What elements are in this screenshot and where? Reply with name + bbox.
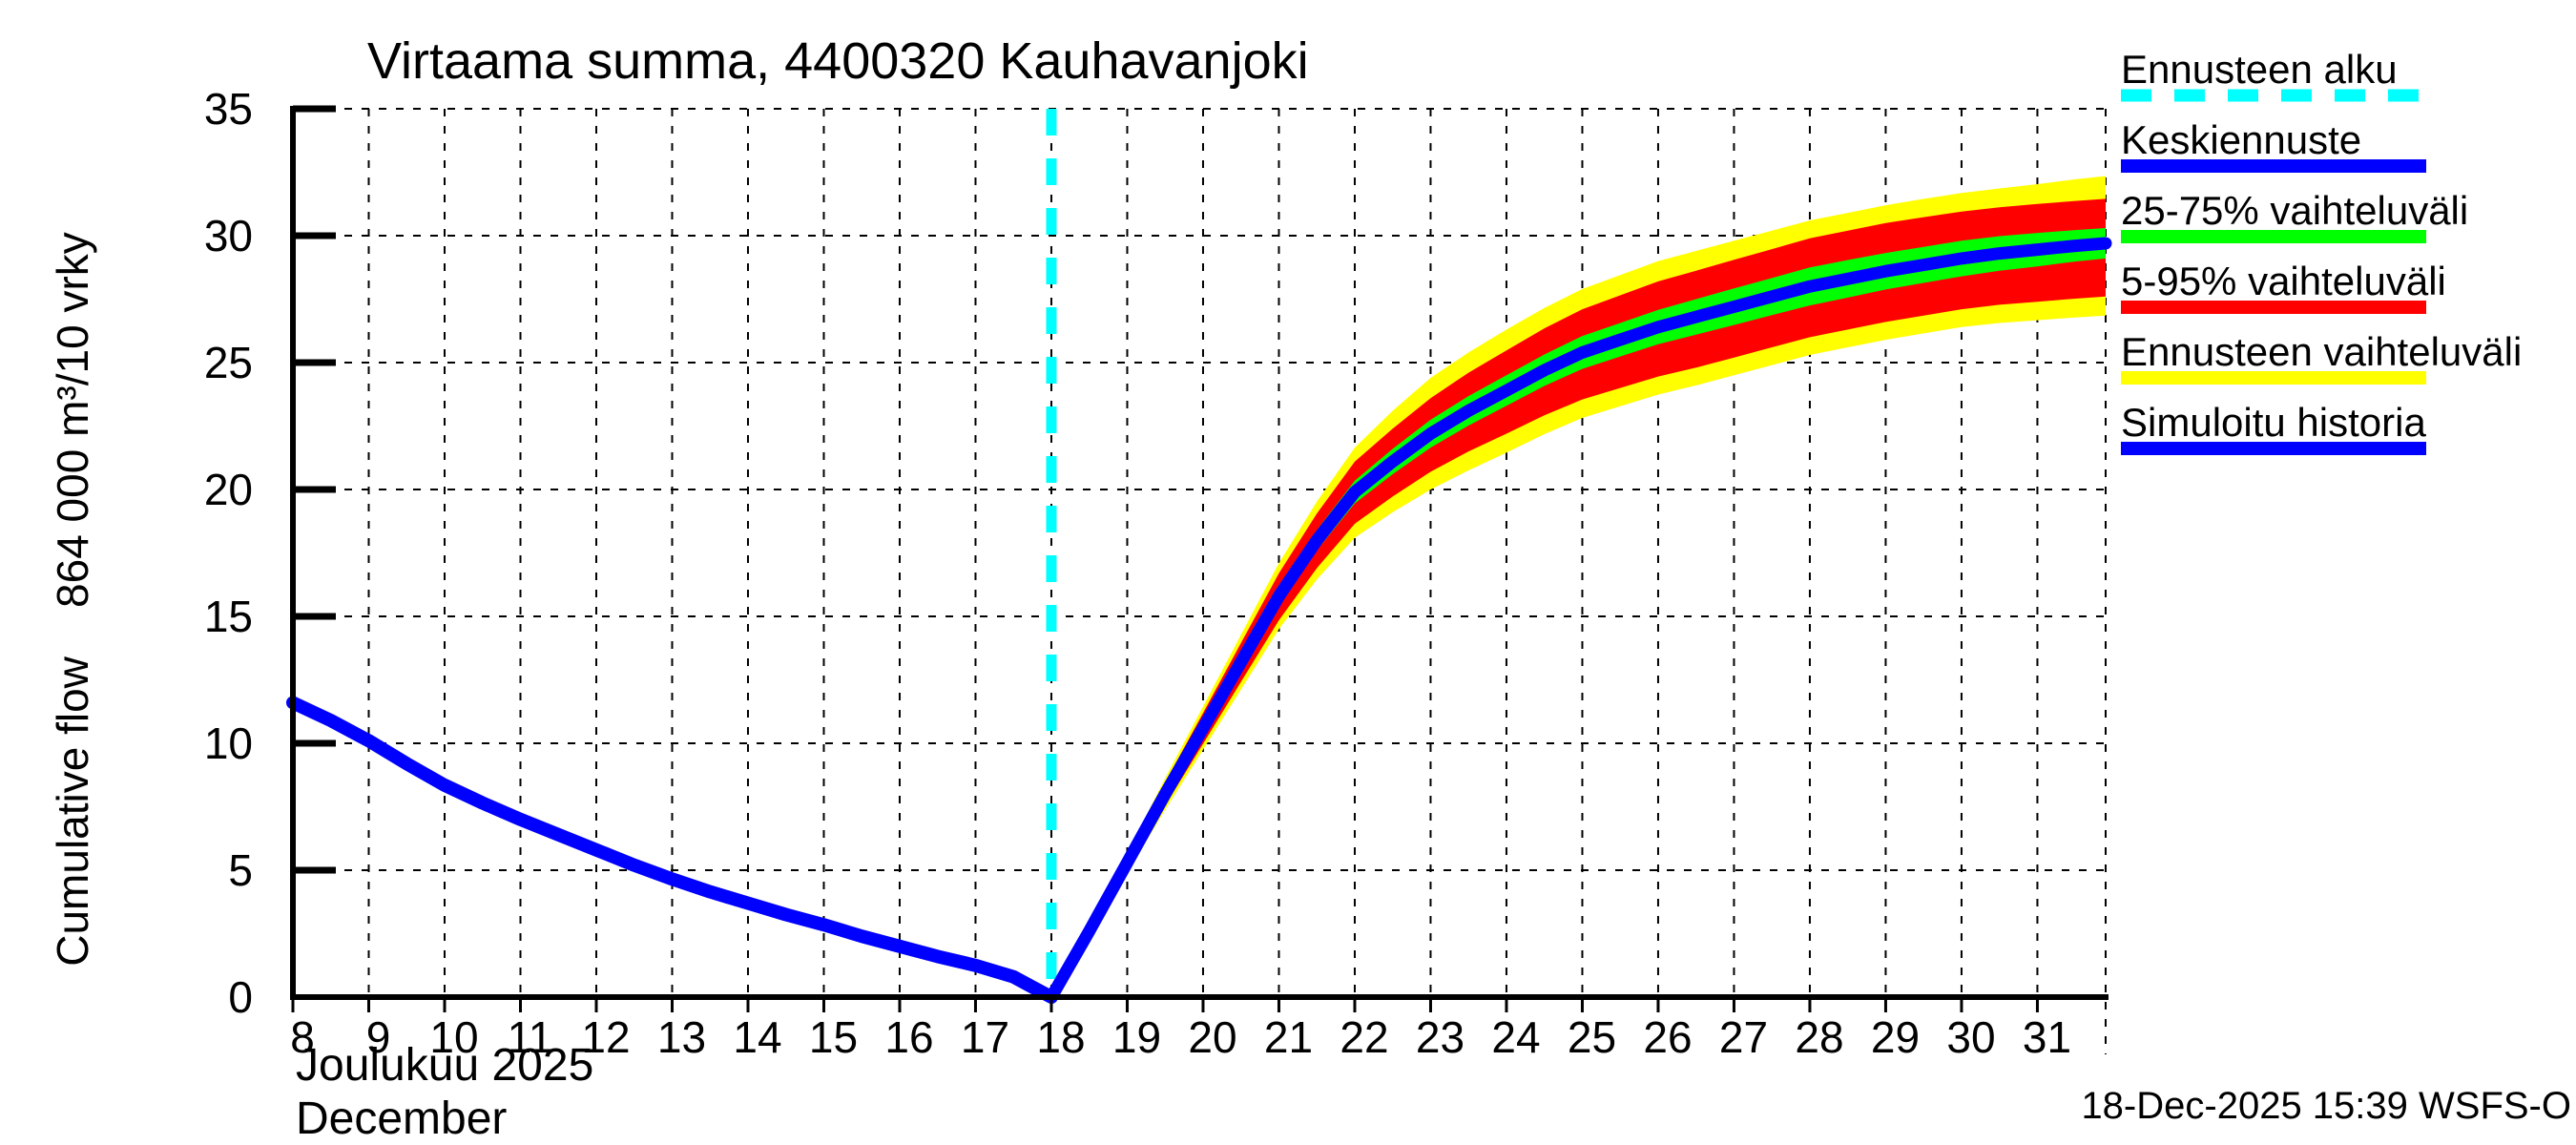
x-tick-label-15: 15 <box>809 1012 858 1062</box>
x-tick-label-29: 29 <box>1871 1012 1920 1062</box>
legend: Ennusteen alku Keskiennuste 25-75% vaiht… <box>2121 47 2522 455</box>
legend-item-5-95: 5-95% vaihteluväli <box>2121 259 2446 314</box>
y-tick-label-20: 20 <box>204 465 253 514</box>
x-tick-label-27: 27 <box>1719 1012 1768 1062</box>
legend-label-history: Simuloitu historia <box>2121 400 2426 445</box>
y-tick-label-15: 15 <box>204 592 253 641</box>
x-tick-label-14: 14 <box>733 1012 781 1062</box>
x-tick-label-21: 21 <box>1264 1012 1313 1062</box>
y-tick-label-5: 5 <box>228 845 253 895</box>
y-tick-label-0: 0 <box>228 972 253 1022</box>
x-tick-label-24: 24 <box>1491 1012 1540 1062</box>
legend-label-full-range: Ennusteen vaihteluväli <box>2121 329 2522 374</box>
x-tick-label-18: 18 <box>1036 1012 1085 1062</box>
x-tick-label-11: 11 <box>508 1012 553 1062</box>
forecast-median-line <box>1045 237 2112 1004</box>
x-tick-label-16: 16 <box>884 1012 933 1062</box>
x-tick-label-13: 13 <box>657 1012 706 1062</box>
x-tick-label-22: 22 <box>1340 1012 1388 1062</box>
y-tick-label-25: 25 <box>204 338 253 387</box>
x-tick-label-30: 30 <box>1946 1012 1995 1062</box>
band-band_25_75 <box>1051 228 2106 997</box>
series-layer <box>286 176 2112 1004</box>
x-tick-label-28: 28 <box>1795 1012 1843 1062</box>
y-axis-label: Cumulative flow 864 000 m³/10 vrky <box>48 232 97 967</box>
x-tick-label-25: 25 <box>1568 1012 1616 1062</box>
legend-item-history: Simuloitu historia <box>2121 400 2426 455</box>
x-tick-label-31: 31 <box>2023 1012 2071 1062</box>
y-tick-label-30: 30 <box>204 211 253 260</box>
timestamp: 18-Dec-2025 15:39 WSFS-O <box>2081 1085 2571 1127</box>
x-tick-label-12: 12 <box>581 1012 630 1062</box>
legend-label-forecast-start: Ennusteen alku <box>2121 47 2398 92</box>
chart-title: Virtaama summa, 4400320 Kauhavanjoki <box>367 32 1309 90</box>
x-axis-month-fi: Joulukuu 2025 <box>296 1040 593 1091</box>
legend-label-25-75: 25-75% vaihteluväli <box>2121 188 2468 233</box>
x-axis-month-en: December <box>296 1093 507 1144</box>
axis-layer: 0 5 10 15 20 25 30 35 8 9 10 11 12 13 14 15 16 17 18 19 20 21… <box>204 84 2109 1062</box>
history-line <box>286 696 1058 1004</box>
y-tick-label-35: 35 <box>204 84 253 134</box>
x-tick-label-23: 23 <box>1416 1012 1465 1062</box>
legend-item-25-75: 25-75% vaihteluväli <box>2121 188 2468 243</box>
legend-item-forecast-start: Ennusteen alku <box>2121 47 2426 102</box>
legend-item-full-range: Ennusteen vaihteluväli <box>2121 329 2522 385</box>
x-tick-label-20: 20 <box>1188 1012 1236 1062</box>
x-tick-label-9: 9 <box>366 1012 391 1062</box>
legend-label-median: Keskiennuste <box>2121 117 2361 162</box>
legend-item-median: Keskiennuste <box>2121 117 2426 173</box>
y-tick-label-10: 10 <box>204 718 253 768</box>
x-tick-label-26: 26 <box>1643 1012 1692 1062</box>
x-tick-label-19: 19 <box>1112 1012 1161 1062</box>
x-tick-label-17: 17 <box>961 1012 1009 1062</box>
x-tick-label-10: 10 <box>429 1012 478 1062</box>
x-tick-label-8: 8 <box>290 1012 315 1062</box>
legend-label-5-95: 5-95% vaihteluväli <box>2121 259 2446 303</box>
